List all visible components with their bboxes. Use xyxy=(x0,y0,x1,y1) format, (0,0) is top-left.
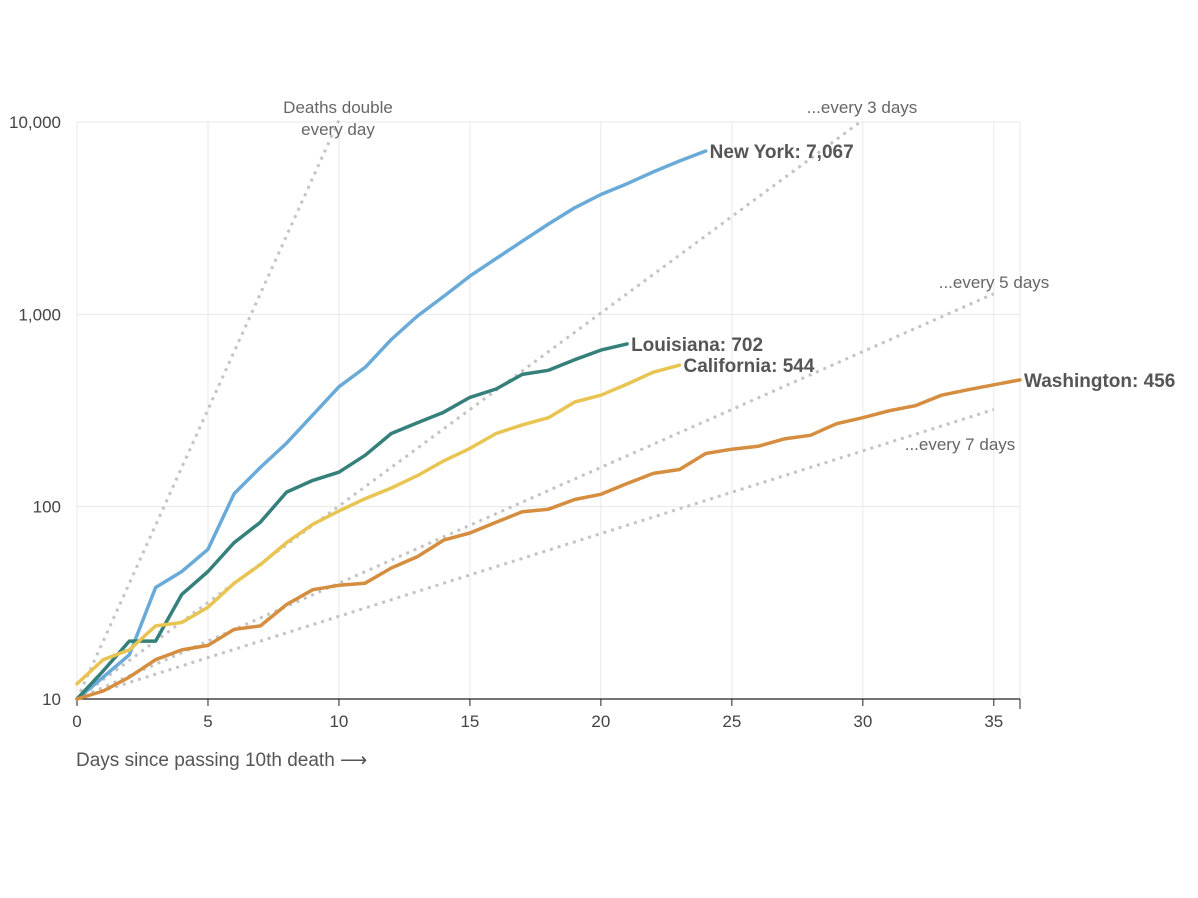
reference-line-label: ...every 5 days xyxy=(939,273,1050,292)
series-end-label: New York: 7,067 xyxy=(710,142,854,163)
series-end-label: Washington: 456 xyxy=(1024,371,1175,392)
reference-line-label: ...every 3 days xyxy=(807,98,918,117)
series-line-washington xyxy=(75,378,1022,701)
x-tick-label: 30 xyxy=(853,712,872,731)
reference-line-label: every day xyxy=(301,120,375,139)
reference-line-doubling xyxy=(76,408,995,701)
x-tick-label: 0 xyxy=(72,712,81,731)
y-tick-label: 10,000 xyxy=(9,113,61,132)
series-end-label: Louisiana: 702 xyxy=(631,335,763,356)
reference-line-label: Deaths double xyxy=(283,98,393,117)
reference-line-doubling xyxy=(76,118,864,701)
grid-lines xyxy=(76,121,1021,700)
y-tick-label: 1,000 xyxy=(18,305,61,324)
y-tick-label: 100 xyxy=(33,498,61,517)
reference-line-label: ...every 7 days xyxy=(905,435,1016,454)
series-line-new-york xyxy=(75,149,708,701)
series-lines xyxy=(75,149,1022,701)
series-line-louisiana xyxy=(75,342,629,701)
series-line-california xyxy=(75,363,682,686)
x-tick-label: 5 xyxy=(203,712,212,731)
y-tick-label: 10 xyxy=(42,690,61,709)
x-axis-label: Days since passing 10th death ⟶ xyxy=(76,750,367,771)
series-end-label: California: 544 xyxy=(683,356,814,377)
reference-line-doubling xyxy=(76,292,995,701)
x-tick-label: 15 xyxy=(460,712,479,731)
reference-line-doubling xyxy=(75,119,341,700)
x-tick-label: 10 xyxy=(329,712,348,731)
doubling-reference-lines: Deaths double every day ...every 3 days...… xyxy=(75,98,1050,701)
axes: 0 5 10 15 20 25 30 35 10 100 1,000 10,000 xyxy=(9,113,1021,731)
x-tick-label: 20 xyxy=(591,712,610,731)
series-end-labels: New York: 7,067 Louisiana: 702California:… xyxy=(631,142,1175,392)
x-tick-label: 25 xyxy=(722,712,741,731)
x-tick-label: 35 xyxy=(984,712,1003,731)
